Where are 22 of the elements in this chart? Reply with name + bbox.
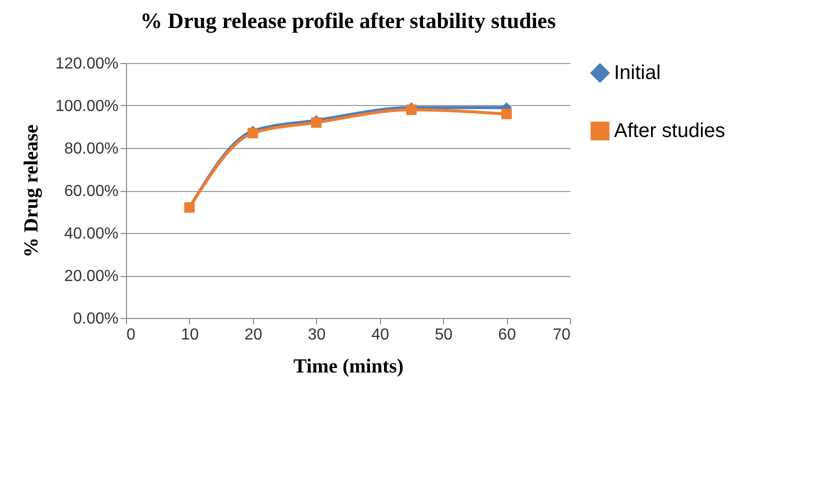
legend-label: After studies bbox=[614, 120, 726, 142]
x-tick-label: 10 bbox=[181, 326, 199, 344]
y-tick-label: 60.00% bbox=[64, 183, 118, 200]
point bbox=[406, 104, 417, 115]
x-tick-label: 60 bbox=[498, 326, 516, 344]
y-tick-label: 40.00% bbox=[64, 226, 118, 242]
y-tick-label: 0.00% bbox=[73, 310, 118, 328]
y-tick-label: 120.00% bbox=[55, 56, 118, 72]
x-axis-title: Time (mints) bbox=[293, 356, 404, 378]
y-tick-label: 100.00% bbox=[55, 98, 118, 115]
legend-label: Initial bbox=[614, 62, 661, 84]
x-tick-label: 70 bbox=[552, 326, 571, 344]
point bbox=[501, 108, 512, 120]
x-tick-label: 40 bbox=[371, 326, 390, 344]
x-tick-label: 50 bbox=[434, 326, 453, 344]
chart-title: % Drug release profile after stability studies bbox=[140, 8, 556, 33]
x-tick-label: 30 bbox=[308, 326, 326, 344]
x-tick-label: 0 bbox=[126, 326, 136, 344]
x-tick-label: 20 bbox=[244, 326, 262, 344]
y-tick-label: 20.00% bbox=[64, 268, 118, 285]
y-axis-title: % Drug release bbox=[20, 124, 42, 258]
y-tick-label: 80.00% bbox=[64, 140, 118, 158]
